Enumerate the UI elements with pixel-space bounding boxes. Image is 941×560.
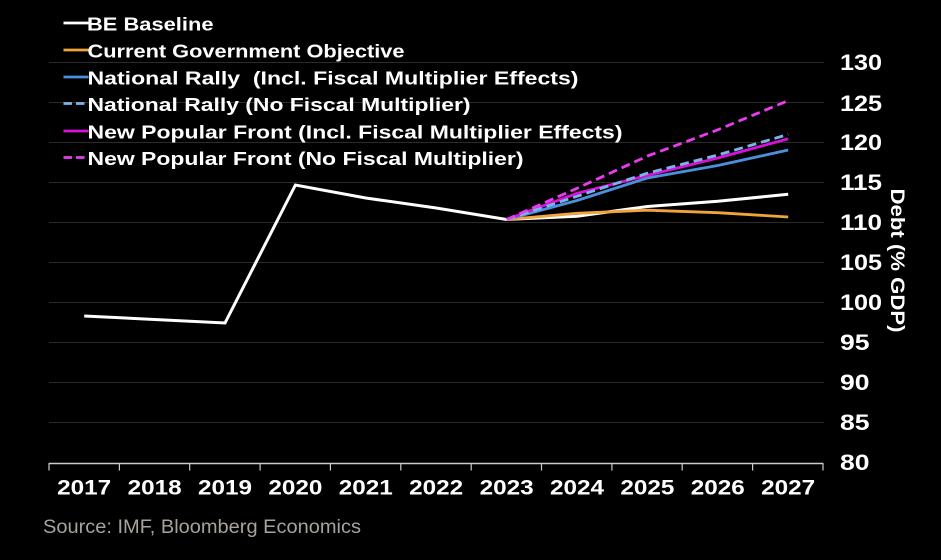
svg-text:New Popular Front (Incl. Fisca: New Popular Front (Incl. Fiscal Multipli… (88, 122, 623, 142)
svg-text:95: 95 (840, 330, 870, 355)
svg-text:80: 80 (840, 450, 870, 475)
svg-text:85: 85 (840, 410, 870, 435)
svg-text:2018: 2018 (128, 477, 182, 500)
svg-text:2020: 2020 (268, 477, 322, 500)
svg-text:2019: 2019 (198, 477, 252, 500)
svg-text:2025: 2025 (620, 477, 674, 500)
svg-text:Debt (% GDP): Debt (% GDP) (886, 189, 907, 333)
svg-text:105: 105 (840, 250, 882, 275)
svg-text:90: 90 (840, 370, 870, 395)
svg-text:100: 100 (840, 290, 882, 315)
svg-text:2027: 2027 (761, 477, 815, 500)
svg-text:2024: 2024 (550, 477, 604, 500)
svg-text:Current Government Objective: Current Government Objective (88, 41, 405, 61)
svg-text:BE Baseline: BE Baseline (87, 14, 214, 34)
svg-text:125: 125 (840, 91, 882, 116)
svg-text:110: 110 (840, 210, 882, 235)
svg-text:120: 120 (840, 130, 882, 155)
svg-text:New Popular Front (No Fiscal M: New Popular Front (No Fiscal Multiplier) (88, 149, 524, 169)
svg-text:2017: 2017 (57, 477, 111, 500)
svg-text:National Rally (No Fiscal Mult: National Rally (No Fiscal Multiplier) (88, 95, 471, 115)
svg-text:Source: IMF, Bloomberg Economi: Source: IMF, Bloomberg Economics (43, 517, 361, 538)
svg-text:National Rally (Incl. Fiscal: National Rally (Incl. Fiscal Multiplier … (88, 68, 579, 88)
svg-text:2022: 2022 (409, 477, 463, 500)
svg-text:2026: 2026 (691, 477, 745, 500)
svg-text:2021: 2021 (339, 477, 393, 500)
svg-text:130: 130 (840, 50, 882, 75)
svg-text:2023: 2023 (480, 477, 534, 500)
svg-text:115: 115 (840, 170, 882, 195)
